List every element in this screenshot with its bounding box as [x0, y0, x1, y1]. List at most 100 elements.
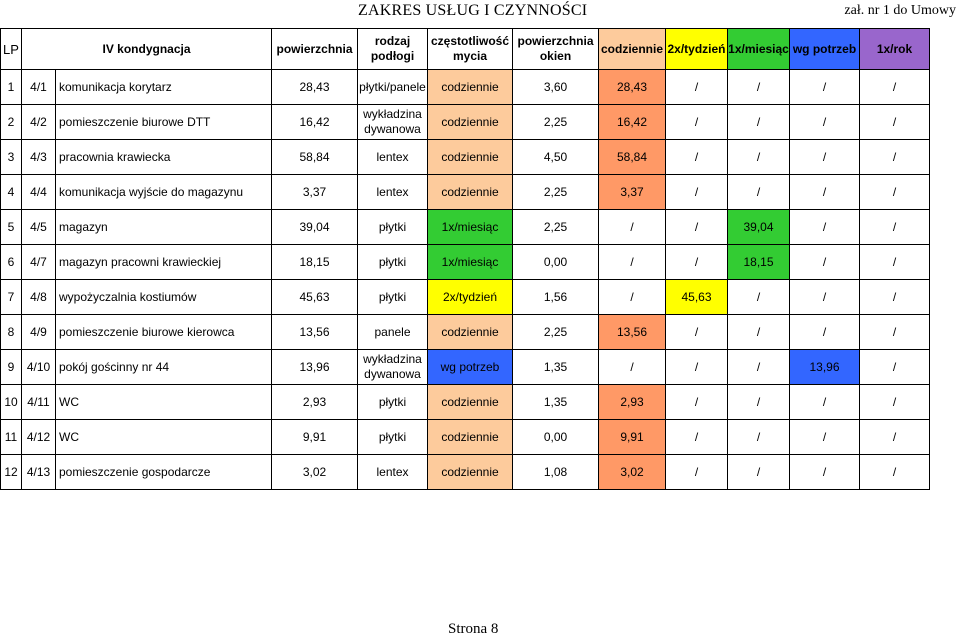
room-code: 4/7 [21, 244, 56, 280]
room-area: 9,91 [271, 419, 358, 455]
monthly-value: / [727, 419, 790, 455]
room-code: 4/5 [21, 209, 56, 245]
as-needed-value: / [789, 419, 860, 455]
monthly-value: 39,04 [727, 209, 790, 245]
as-needed-value: / [789, 209, 860, 245]
as-needed-value: / [789, 454, 860, 490]
monthly-value: 18,15 [727, 244, 790, 280]
room-area: 39,04 [271, 209, 358, 245]
header-frequency: częstotliwość mycia [427, 28, 513, 70]
row-lp: 12 [0, 454, 22, 490]
table-row: 7 4/8 wypożyczalnia kostiumów 45,63 płytki 2x… [0, 279, 930, 315]
room-name: pokój gościnny nr 44 [55, 349, 272, 385]
window-area: 1,56 [512, 279, 599, 315]
room-code: 4/10 [21, 349, 56, 385]
floor-type: płytki [357, 384, 428, 420]
floor-type: lentex [357, 174, 428, 210]
room-code: 4/13 [21, 454, 56, 490]
floor-type: wykładzina dywanowa [357, 349, 428, 385]
room-name: pracownia krawiecka [55, 139, 272, 175]
row-lp: 9 [0, 349, 22, 385]
row-lp: 5 [0, 209, 22, 245]
row-lp: 7 [0, 279, 22, 315]
row-lp: 2 [0, 104, 22, 140]
header-twice-week: 2x/tydzień [665, 28, 728, 70]
yearly-value: / [859, 104, 930, 140]
floor-type: lentex [357, 139, 428, 175]
header-floor-type: rodzaj podłogi [357, 28, 428, 70]
twice-week-value: / [665, 244, 728, 280]
table-header-row: LP IV kondygnacja powierzchnia rodzaj po… [0, 28, 930, 70]
room-area: 28,43 [271, 69, 358, 105]
cleaning-frequency: codziennie [427, 69, 513, 105]
header-lp: LP [0, 28, 22, 70]
cleaning-frequency: 1x/miesiąc [427, 244, 513, 280]
floor-type: płytki [357, 209, 428, 245]
header-monthly: 1x/miesiąc [727, 28, 790, 70]
cleaning-frequency: codziennie [427, 314, 513, 350]
yearly-value: / [859, 454, 930, 490]
twice-week-value: / [665, 349, 728, 385]
daily-value: 58,84 [598, 139, 666, 175]
room-area: 3,02 [271, 454, 358, 490]
room-area: 58,84 [271, 139, 358, 175]
room-name: pomieszczenie gospodarcze [55, 454, 272, 490]
yearly-value: / [859, 384, 930, 420]
room-code: 4/11 [21, 384, 56, 420]
room-area: 45,63 [271, 279, 358, 315]
window-area: 2,25 [512, 314, 599, 350]
room-name: WC [55, 384, 272, 420]
room-area: 13,96 [271, 349, 358, 385]
window-area: 1,08 [512, 454, 599, 490]
as-needed-value: 13,96 [789, 349, 860, 385]
room-area: 16,42 [271, 104, 358, 140]
as-needed-value: / [789, 174, 860, 210]
table-row: 4 4/4 komunikacja wyjście do magazynu 3,37 l… [0, 174, 930, 210]
daily-value: / [598, 279, 666, 315]
floor-type: płytki/panele [357, 69, 428, 105]
daily-value: 2,93 [598, 384, 666, 420]
row-lp: 8 [0, 314, 22, 350]
as-needed-value: / [789, 69, 860, 105]
table-row: 6 4/7 magazyn pracowni krawieckiej 18,15 pły… [0, 244, 930, 280]
floor-type: wykładzina dywanowa [357, 104, 428, 140]
window-area: 1,35 [512, 384, 599, 420]
twice-week-value: / [665, 209, 728, 245]
room-name: magazyn pracowni krawieckiej [55, 244, 272, 280]
floor-type: panele [357, 314, 428, 350]
room-code: 4/9 [21, 314, 56, 350]
monthly-value: / [727, 384, 790, 420]
header-as-needed: wg potrzeb [789, 28, 860, 70]
as-needed-value: / [789, 104, 860, 140]
window-area: 0,00 [512, 244, 599, 280]
cleaning-frequency: 1x/miesiąc [427, 209, 513, 245]
header-yearly: 1x/rok [859, 28, 930, 70]
floor-type: płytki [357, 419, 428, 455]
room-code: 4/12 [21, 419, 56, 455]
window-area: 2,25 [512, 209, 599, 245]
table-row: 9 4/10 pokój gościnny nr 44 13,96 wykładzina… [0, 349, 930, 385]
cleaning-frequency: 2x/tydzień [427, 279, 513, 315]
as-needed-value: / [789, 384, 860, 420]
daily-value: 3,02 [598, 454, 666, 490]
row-lp: 1 [0, 69, 22, 105]
room-code: 4/8 [21, 279, 56, 315]
daily-value: 28,43 [598, 69, 666, 105]
table-row: 12 4/13 pomieszczenie gospodarcze 3,02 lente… [0, 454, 930, 490]
header-area: powierzchnia [271, 28, 358, 70]
room-name: magazyn [55, 209, 272, 245]
daily-value: 3,37 [598, 174, 666, 210]
room-name: pomieszczenie biurowe DTT [55, 104, 272, 140]
monthly-value: / [727, 174, 790, 210]
window-area: 1,35 [512, 349, 599, 385]
page-number: Strona 8 [448, 621, 499, 637]
room-area: 18,15 [271, 244, 358, 280]
annex-label: zał. nr 1 do Umowy [844, 3, 956, 18]
cleaning-frequency: wg potrzeb [427, 349, 513, 385]
room-name: komunikacja korytarz [55, 69, 272, 105]
table-row: 11 4/12 WC 9,91 płytki codziennie 0,00 9,91// / / [0, 419, 930, 455]
twice-week-value: / [665, 104, 728, 140]
monthly-value: / [727, 69, 790, 105]
room-area: 13,56 [271, 314, 358, 350]
yearly-value: / [859, 244, 930, 280]
